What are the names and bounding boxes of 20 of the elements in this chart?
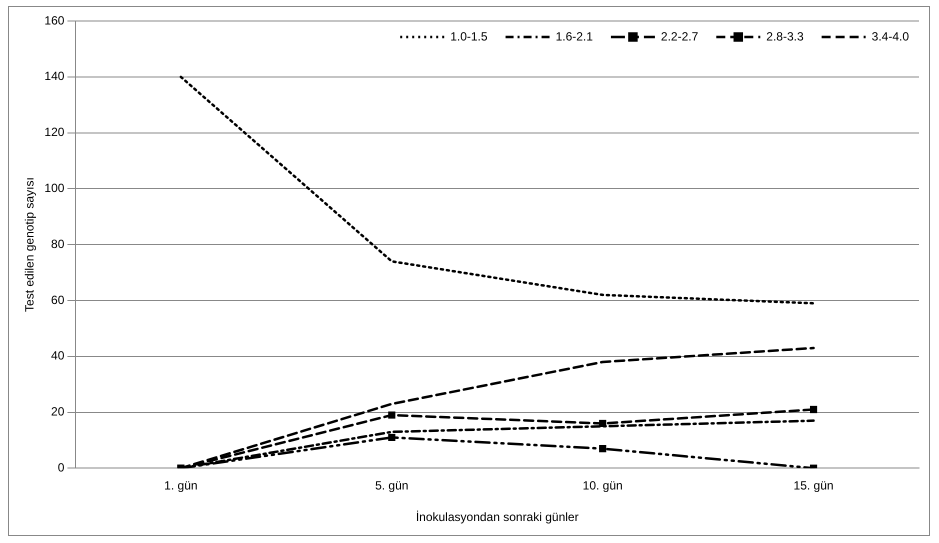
y-tick-label: 120: [44, 125, 65, 140]
y-tick-label: 60: [51, 292, 65, 307]
legend-label: 3.4-4.0: [872, 29, 910, 44]
y-axis-title: Test edilen genotip sayısı: [22, 177, 37, 312]
y-tick-label: 160: [44, 13, 65, 28]
y-tick-label: 140: [44, 69, 65, 84]
y-tick-label: 80: [51, 236, 65, 251]
x-tick-label: 15. gün: [794, 478, 834, 493]
x-tick-label: 10. gün: [582, 478, 623, 493]
y-tick-label: 100: [44, 181, 65, 196]
x-tick-label: 5. gün: [375, 478, 408, 493]
y-tick-label: 40: [51, 348, 65, 363]
legend-label: 2.2-2.7: [660, 29, 699, 44]
y-tick-label: 20: [51, 404, 65, 419]
legend-label: 2.8-3.3: [766, 29, 804, 44]
legend-label: 1.6-2.1: [556, 29, 594, 44]
legend-label: 1.0-1.5: [450, 29, 488, 44]
x-axis-title: İnokulasyondan sonraki günler: [416, 510, 579, 524]
y-tick-label: 0: [58, 460, 65, 475]
x-tick-label: 1. gün: [164, 478, 198, 493]
